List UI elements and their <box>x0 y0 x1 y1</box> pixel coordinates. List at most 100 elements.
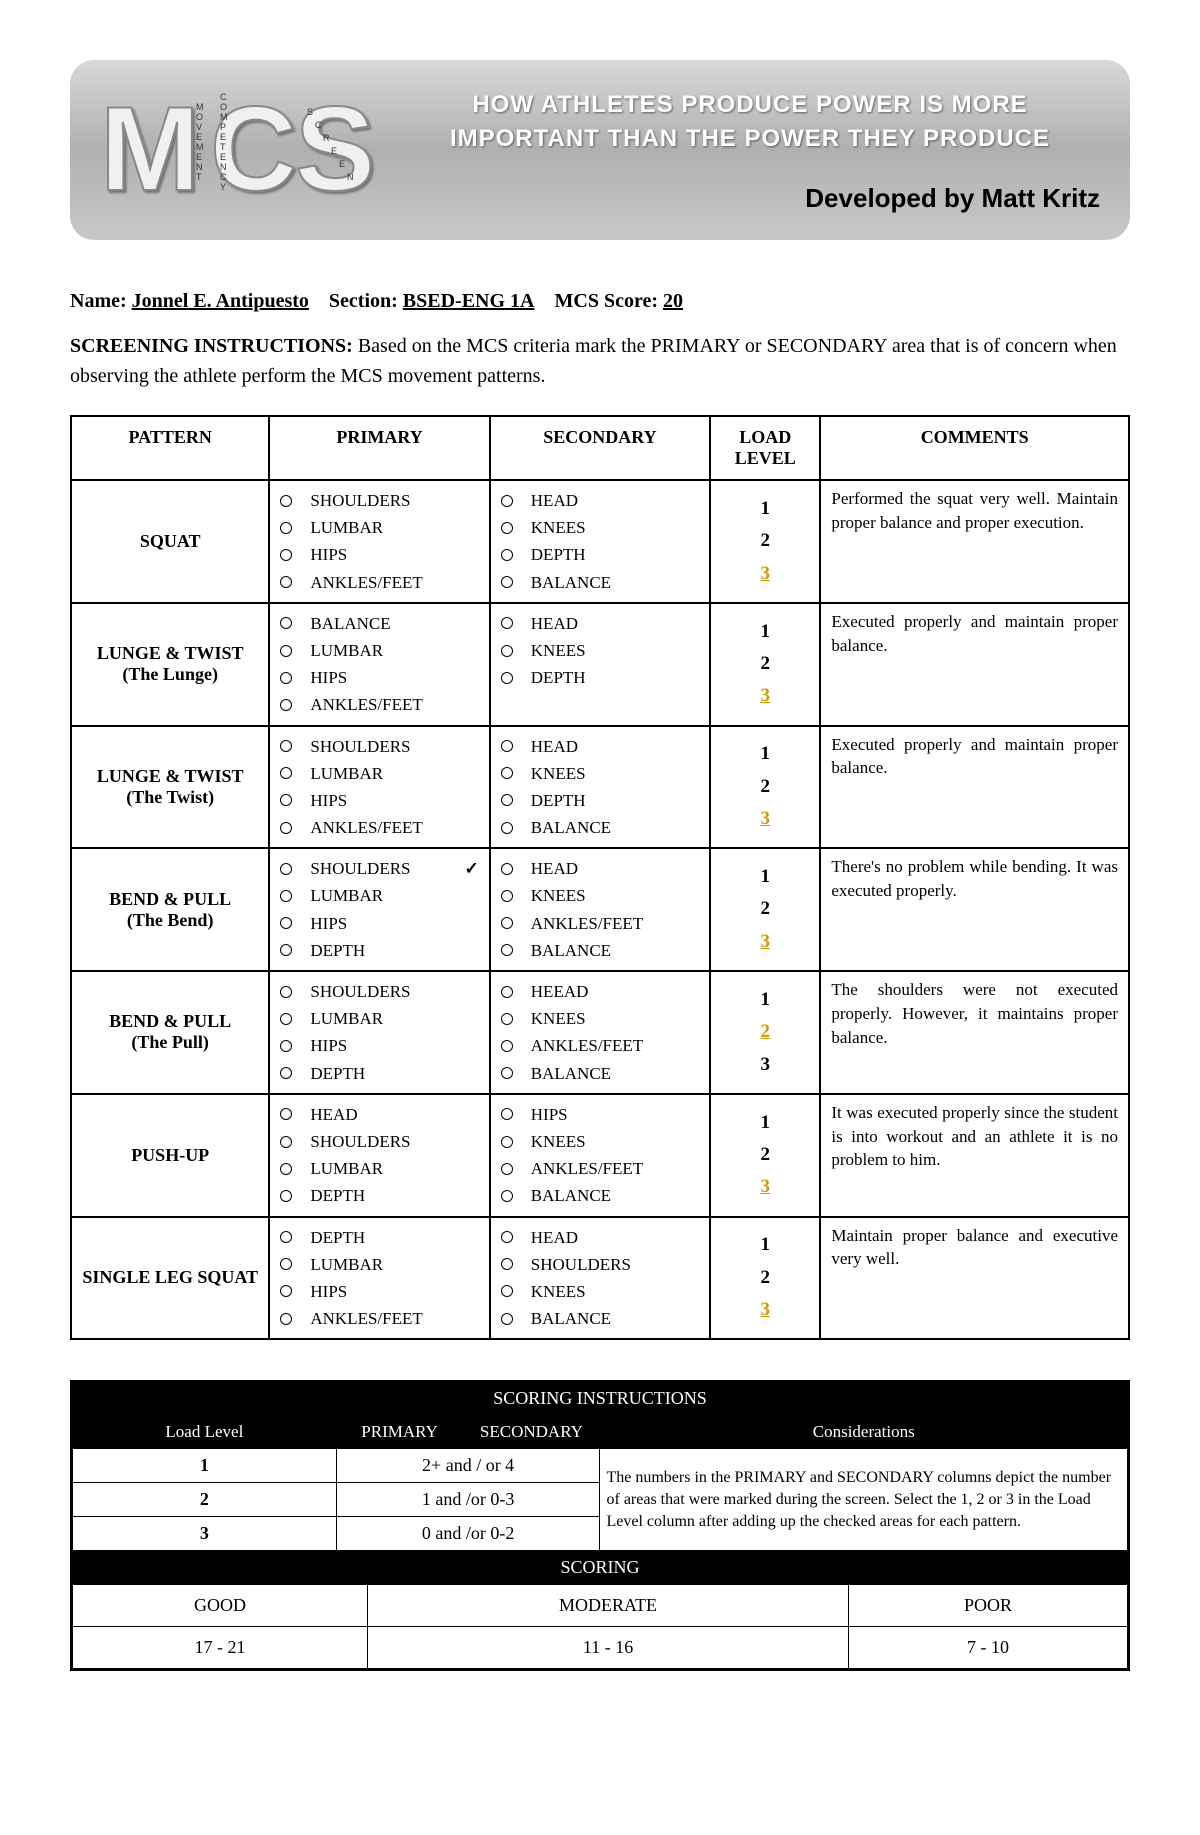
checklist-item[interactable]: KNEES <box>501 514 699 541</box>
checkbox-circle-icon[interactable] <box>280 1108 292 1120</box>
checkbox-circle-icon[interactable] <box>280 1163 292 1175</box>
checkbox-circle-icon[interactable] <box>280 740 292 752</box>
checkbox-circle-icon[interactable] <box>501 917 513 929</box>
checkbox-circle-icon[interactable] <box>501 1013 513 1025</box>
checklist-item[interactable]: HIPS <box>280 664 478 691</box>
load-level-option[interactable]: 2 <box>721 1262 809 1294</box>
checkbox-circle-icon[interactable] <box>280 863 292 875</box>
checkbox-circle-icon[interactable] <box>280 617 292 629</box>
checklist-item[interactable]: KNEES <box>501 637 699 664</box>
checklist-item[interactable]: HEEAD <box>501 978 699 1005</box>
checklist-item[interactable]: ANKLES/FEET <box>501 1155 699 1182</box>
checkbox-circle-icon[interactable] <box>501 1136 513 1148</box>
checkbox-circle-icon[interactable] <box>280 1258 292 1270</box>
checklist-item[interactable]: SHOULDERS <box>280 978 478 1005</box>
checklist-item[interactable]: HIPS <box>280 787 478 814</box>
checkbox-circle-icon[interactable] <box>501 740 513 752</box>
checkbox-circle-icon[interactable] <box>501 495 513 507</box>
checkbox-circle-icon[interactable] <box>280 549 292 561</box>
checkbox-circle-icon[interactable] <box>280 522 292 534</box>
checkbox-circle-icon[interactable] <box>501 1108 513 1120</box>
checklist-item[interactable]: ANKLES/FEET <box>280 1305 478 1332</box>
checklist-item[interactable]: HIPS <box>280 1278 478 1305</box>
checklist-item[interactable]: HEAD <box>501 1224 699 1251</box>
checkbox-circle-icon[interactable] <box>280 986 292 998</box>
checklist-item[interactable]: SHOULDERS <box>501 1251 699 1278</box>
load-level-option[interactable]: 2 <box>721 893 809 925</box>
load-level-option[interactable]: 2 <box>721 648 809 680</box>
checkbox-circle-icon[interactable] <box>280 1231 292 1243</box>
checkbox-circle-icon[interactable] <box>501 863 513 875</box>
load-level-option[interactable]: 3 <box>721 1049 809 1081</box>
load-level-option[interactable]: 2 <box>721 1139 809 1171</box>
checklist-item[interactable]: DEPTH <box>501 664 699 691</box>
checklist-item[interactable]: HEAD <box>280 1101 478 1128</box>
load-level-option[interactable]: 2 <box>721 525 809 557</box>
checkbox-circle-icon[interactable] <box>501 549 513 561</box>
checkbox-circle-icon[interactable] <box>280 1067 292 1079</box>
checklist-item[interactable]: LUMBAR <box>280 1251 478 1278</box>
load-level-option[interactable]: 3 <box>721 680 809 712</box>
checkbox-circle-icon[interactable] <box>280 495 292 507</box>
checkbox-circle-icon[interactable] <box>280 767 292 779</box>
checklist-item[interactable]: SHOULDERS <box>280 487 478 514</box>
checklist-item[interactable]: ANKLES/FEET <box>280 814 478 841</box>
checklist-item[interactable]: KNEES <box>501 1005 699 1032</box>
checklist-item[interactable]: ANKLES/FEET <box>280 569 478 596</box>
checkbox-circle-icon[interactable] <box>501 1313 513 1325</box>
checkbox-circle-icon[interactable] <box>501 1190 513 1202</box>
checklist-item[interactable]: DEPTH <box>280 1060 478 1087</box>
checkbox-circle-icon[interactable] <box>280 672 292 684</box>
checkbox-circle-icon[interactable] <box>501 890 513 902</box>
checkbox-circle-icon[interactable] <box>501 822 513 834</box>
checklist-item[interactable]: KNEES <box>501 882 699 909</box>
checkbox-circle-icon[interactable] <box>280 1040 292 1052</box>
checkbox-circle-icon[interactable] <box>501 1040 513 1052</box>
checklist-item[interactable]: KNEES <box>501 760 699 787</box>
checkbox-circle-icon[interactable] <box>501 794 513 806</box>
checkbox-circle-icon[interactable] <box>501 944 513 956</box>
checkbox-circle-icon[interactable] <box>280 1190 292 1202</box>
checkbox-circle-icon[interactable] <box>501 672 513 684</box>
checklist-item[interactable]: BALANCE <box>501 1182 699 1209</box>
load-level-option[interactable]: 1 <box>721 493 809 525</box>
load-level-option[interactable]: 3 <box>721 1171 809 1203</box>
checklist-item[interactable]: LUMBAR <box>280 514 478 541</box>
checkbox-circle-icon[interactable] <box>280 822 292 834</box>
load-level-option[interactable]: 3 <box>721 926 809 958</box>
checklist-item[interactable]: ANKLES/FEET <box>501 1032 699 1059</box>
checkbox-circle-icon[interactable] <box>501 1067 513 1079</box>
checkbox-circle-icon[interactable] <box>280 890 292 902</box>
checklist-item[interactable]: DEPTH <box>280 937 478 964</box>
checklist-item[interactable]: SHOULDERS✓ <box>280 855 478 882</box>
checkbox-circle-icon[interactable] <box>280 917 292 929</box>
checkbox-circle-icon[interactable] <box>501 522 513 534</box>
checkbox-circle-icon[interactable] <box>280 699 292 711</box>
checklist-item[interactable]: LUMBAR <box>280 637 478 664</box>
checkbox-circle-icon[interactable] <box>280 1136 292 1148</box>
checklist-item[interactable]: HIPS <box>501 1101 699 1128</box>
checkbox-circle-icon[interactable] <box>280 645 292 657</box>
checklist-item[interactable]: HEAD <box>501 855 699 882</box>
checklist-item[interactable]: DEPTH <box>501 541 699 568</box>
load-level-option[interactable]: 2 <box>721 771 809 803</box>
load-level-option[interactable]: 1 <box>721 984 809 1016</box>
checklist-item[interactable]: DEPTH <box>501 787 699 814</box>
checklist-item[interactable]: DEPTH <box>280 1224 478 1251</box>
checklist-item[interactable]: HIPS <box>280 910 478 937</box>
checklist-item[interactable]: ANKLES/FEET <box>280 691 478 718</box>
checkbox-circle-icon[interactable] <box>280 1285 292 1297</box>
checklist-item[interactable]: BALANCE <box>280 610 478 637</box>
checklist-item[interactable]: HIPS <box>280 1032 478 1059</box>
checklist-item[interactable]: LUMBAR <box>280 1005 478 1032</box>
checkbox-circle-icon[interactable] <box>280 1013 292 1025</box>
checklist-item[interactable]: HEAD <box>501 733 699 760</box>
checkbox-circle-icon[interactable] <box>280 794 292 806</box>
checklist-item[interactable]: BALANCE <box>501 937 699 964</box>
load-level-option[interactable]: 3 <box>721 1294 809 1326</box>
load-level-option[interactable]: 1 <box>721 616 809 648</box>
checklist-item[interactable]: HEAD <box>501 487 699 514</box>
load-level-option[interactable]: 1 <box>721 738 809 770</box>
checkbox-circle-icon[interactable] <box>501 986 513 998</box>
checklist-item[interactable]: LUMBAR <box>280 882 478 909</box>
